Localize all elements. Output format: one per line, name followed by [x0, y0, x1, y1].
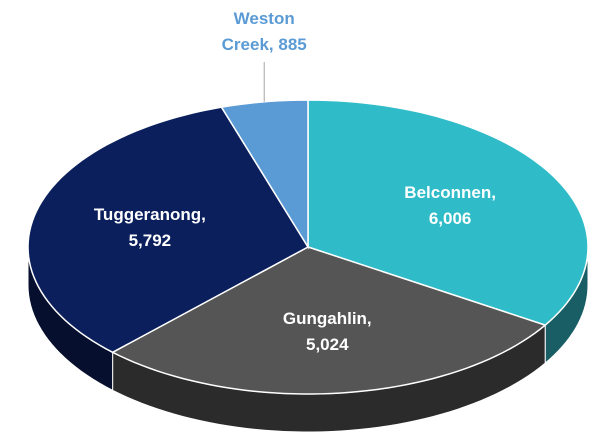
slice: [110, 246, 547, 395]
data-label: Gungahlin, 5,024: [282, 308, 372, 354]
slice: [307, 99, 589, 326]
data-label: Tuggeranong, 5,792: [93, 204, 206, 250]
data-label: Weston Creek, 885: [221, 9, 307, 54]
slice: [220, 99, 309, 250]
slice: [27, 106, 310, 354]
data-label: Belconnen, 6,006: [404, 182, 496, 228]
